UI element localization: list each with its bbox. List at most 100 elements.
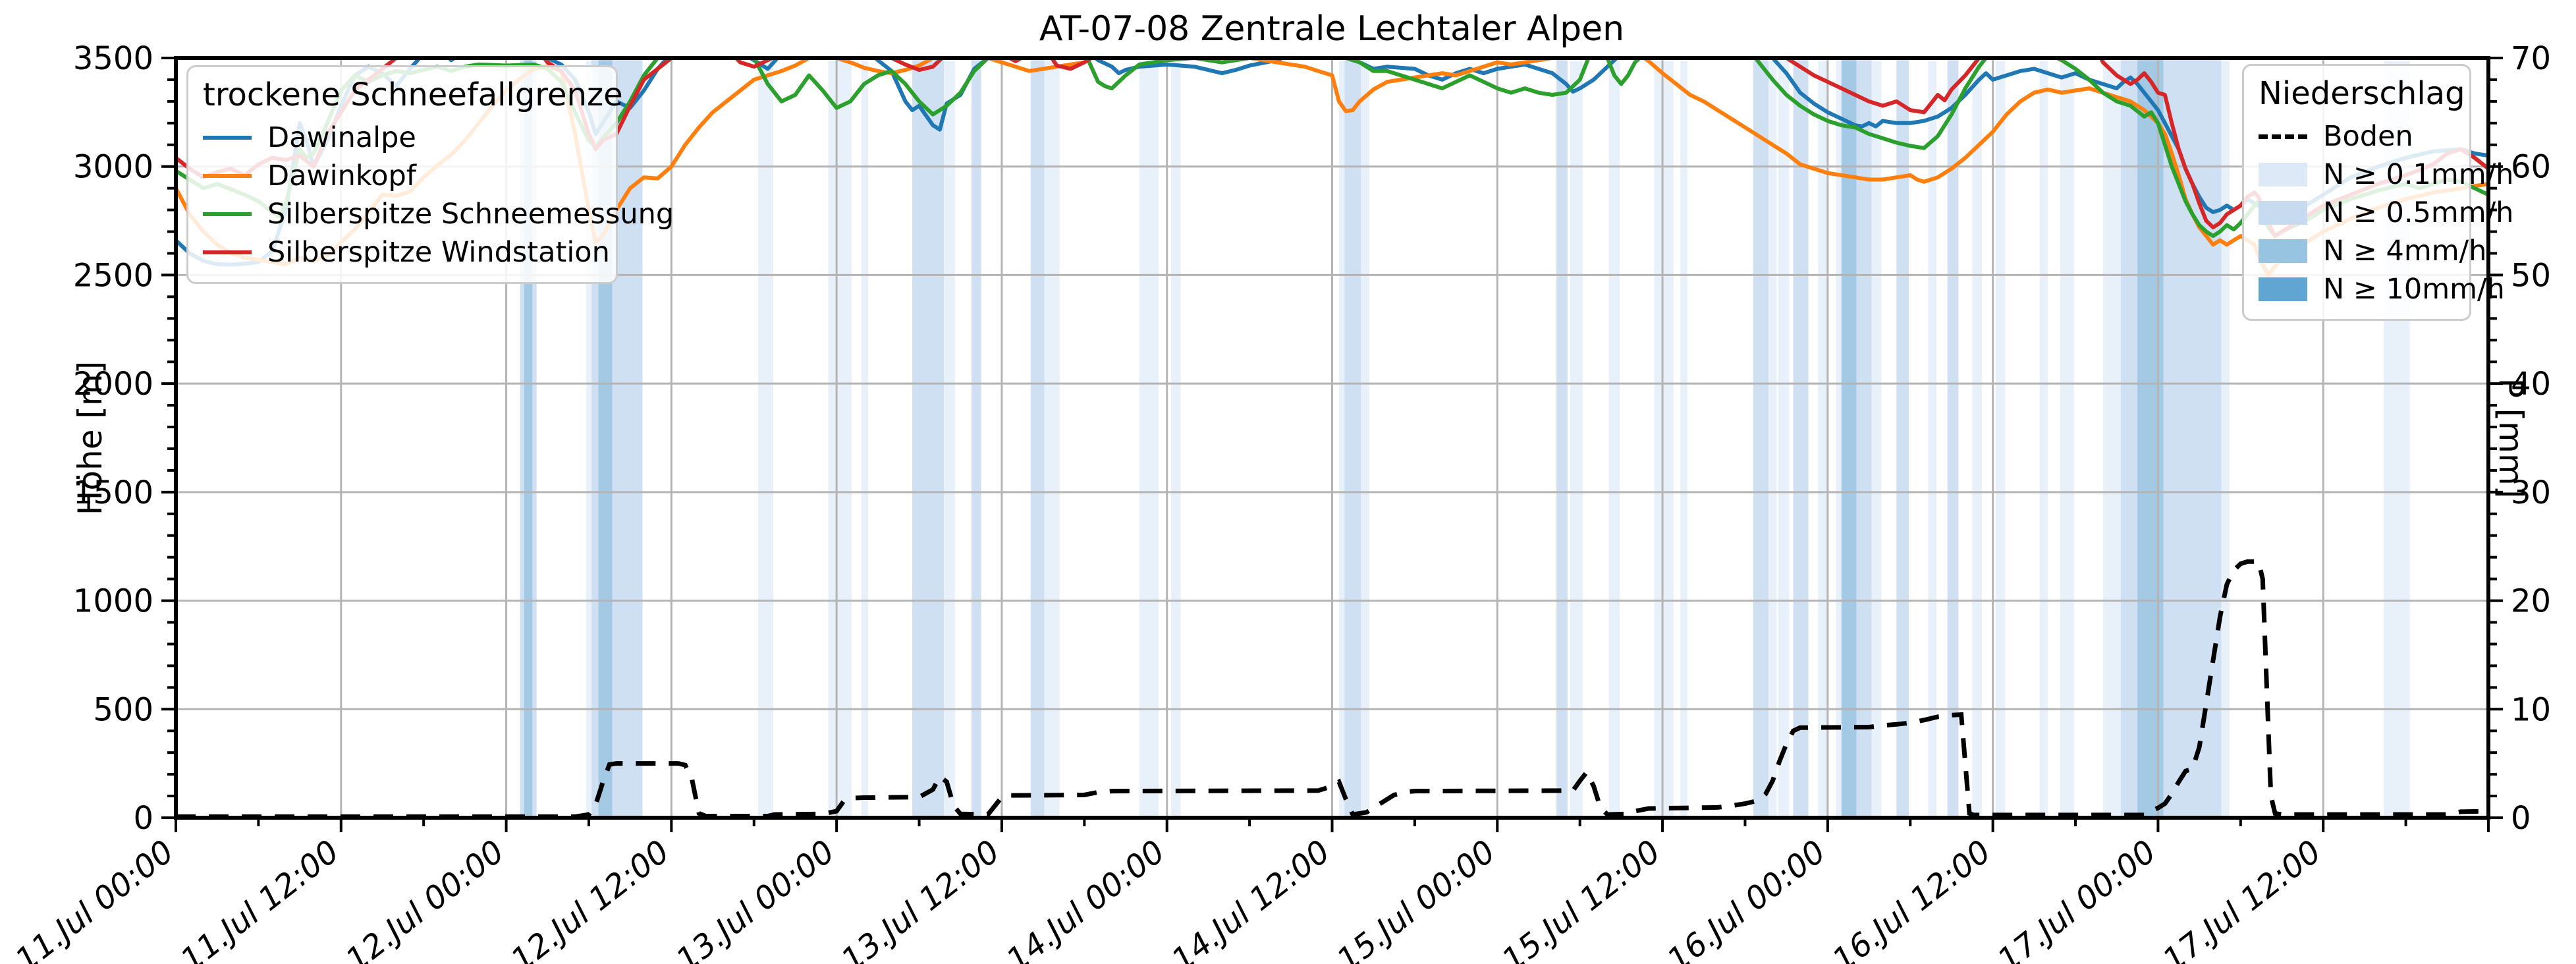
y-right-tick-label: 10 (2511, 691, 2551, 728)
legend-item-label: Silberspitze Schneemessung (267, 198, 674, 231)
legend-color-swatch (2259, 201, 2307, 225)
x-tick-label: 17.Jul 00:00 (1991, 833, 2163, 964)
precip-band (1680, 58, 1687, 818)
precip-band (1030, 58, 1045, 818)
legend-item-label: Dawinalpe (267, 121, 416, 154)
precip-band (1972, 58, 1982, 818)
x-tick-label: 16.Jul 00:00 (1660, 833, 1832, 964)
y-left-tick-label: 2000 (73, 366, 153, 403)
legend-item: N ≥ 0.5mm/h (2259, 194, 2513, 232)
x-tick-label: 15.Jul 12:00 (1495, 833, 1667, 964)
precip-band (1841, 58, 1857, 818)
precip-band (861, 58, 869, 818)
precip-band (2121, 58, 2138, 818)
precip-band (1361, 58, 1369, 818)
precip-band (971, 58, 981, 818)
legend-line-sample (203, 136, 252, 140)
precip-band (1654, 58, 1674, 818)
axis-ticks (161, 57, 2503, 832)
legend-line-sample (2259, 134, 2307, 139)
y-right-tick-label: 70 (2511, 40, 2551, 77)
x-tick-label: 14.Jul 12:00 (1165, 833, 1337, 964)
precip-band (2060, 58, 2074, 818)
y-right-tick-label: 30 (2511, 474, 2551, 511)
legend-item: N ≥ 4mm/h (2259, 232, 2486, 270)
y-left-tick-label: 3000 (73, 149, 153, 186)
y-axis-label-right: P [mm] (2491, 378, 2530, 499)
legend-item: Dawinkopf (203, 157, 601, 195)
x-tick-label: 14.Jul 00:00 (1000, 833, 1172, 964)
legend-item-label: N ≥ 4mm/h (2323, 235, 2487, 268)
precip-band (828, 58, 852, 818)
legend-precipitation-items: Boden N ≥ 0.1mm/h N ≥ 0.5mm/h N ≥ 4mm/h N ≥ … (2259, 117, 2513, 308)
precip-band (912, 58, 945, 818)
y-left-tick-label: 1500 (73, 474, 153, 511)
precip-band (758, 58, 774, 818)
legend-color-swatch (2259, 163, 2307, 186)
precip-band (1768, 58, 1777, 818)
precip-band (1871, 58, 1882, 818)
legend-precipitation-title: Niederschlag (2259, 75, 2465, 112)
precip-band (1836, 58, 1842, 818)
legend-item-label: Dawinkopf (267, 159, 416, 192)
precip-band (1338, 58, 1345, 818)
legend-item: Silberspitze Windstation (203, 233, 610, 271)
precip-band (1995, 58, 2006, 818)
precip-band (2137, 58, 2164, 818)
series-line-dawinalpe (176, 58, 2488, 267)
precip-band (2102, 58, 2122, 818)
x-tick-label: 11.Jul 12:00 (174, 833, 346, 964)
y-left-tick-label: 2500 (73, 257, 153, 294)
precip-band (1753, 58, 1768, 818)
legend-snowfall-limit-title: trockene Schneefallgrenze (203, 76, 623, 113)
x-tick-label: 12.Jul 00:00 (339, 833, 511, 964)
x-tick-label: 16.Jul 12:00 (1826, 833, 1998, 964)
precip-bands-layer (520, 58, 2410, 818)
y-right-tick-label: 0 (2511, 800, 2531, 837)
legend-snowfall-limit: trockene Schneefallgrenze Dawinalpe Dawin… (186, 65, 674, 284)
precip-band (1778, 58, 1790, 818)
precip-band (2039, 58, 2048, 818)
series-line-silberspitze-windstation (176, 58, 2488, 239)
legend-item: Silberspitze Schneemessung (203, 195, 674, 233)
precip-band (1170, 58, 1181, 818)
legend-line-sample (203, 250, 252, 254)
x-tick-label: 15.Jul 00:00 (1330, 833, 1502, 964)
x-tick-label: 12.Jul 12:00 (504, 833, 676, 964)
y-left-tick-label: 500 (93, 691, 153, 728)
x-tick-label: 17.Jul 12:00 (2156, 833, 2328, 964)
precip-band (944, 58, 955, 818)
y-left-tick-label: 1000 (73, 583, 153, 620)
precip-band (1793, 58, 1809, 818)
precip-band (1044, 58, 1060, 818)
legend-item-label: N ≥ 0.1mm/h (2323, 158, 2514, 191)
precip-band (1139, 58, 1159, 818)
precip-band (2221, 58, 2230, 818)
y-left-tick-label: 0 (133, 800, 153, 837)
precip-band (1896, 58, 1909, 818)
legend-item: Boden (2259, 117, 2455, 156)
legend-line-sample (203, 174, 252, 178)
y-right-tick-label: 20 (2511, 583, 2551, 620)
precip-band (1856, 58, 1872, 818)
y-right-tick-label: 40 (2511, 366, 2551, 403)
x-tick-label: 11.Jul 00:00 (9, 833, 180, 964)
chart-title: AT-07-08 Zentrale Lechtaler Alpen (1039, 9, 1625, 49)
legend-precipitation: Niederschlag Boden N ≥ 0.1mm/h N ≥ 0.5mm/h… (2242, 64, 2513, 321)
legend-color-swatch (2259, 277, 2307, 301)
legend-item: N ≥ 10mm/h (2259, 270, 2505, 308)
legend-item-label: N ≥ 10mm/h (2323, 273, 2505, 306)
legend-item: N ≥ 0.1mm/h (2259, 156, 2513, 194)
x-tick-label: 13.Jul 12:00 (835, 833, 1006, 964)
precip-band (1344, 58, 1361, 818)
legend-item: Dawinalpe (203, 119, 601, 157)
legend-color-swatch (2259, 239, 2307, 263)
x-tick-label: 13.Jul 00:00 (669, 833, 841, 964)
series-line-boden (176, 559, 2488, 818)
precip-band (1608, 58, 1620, 818)
y-left-tick-label: 3500 (73, 40, 153, 77)
precip-band (1928, 58, 1936, 818)
legend-snowfall-limit-items: Dawinalpe Dawinkopf Silberspitze Schneemes… (203, 119, 674, 271)
legend-item-label: Silberspitze Windstation (267, 236, 610, 269)
